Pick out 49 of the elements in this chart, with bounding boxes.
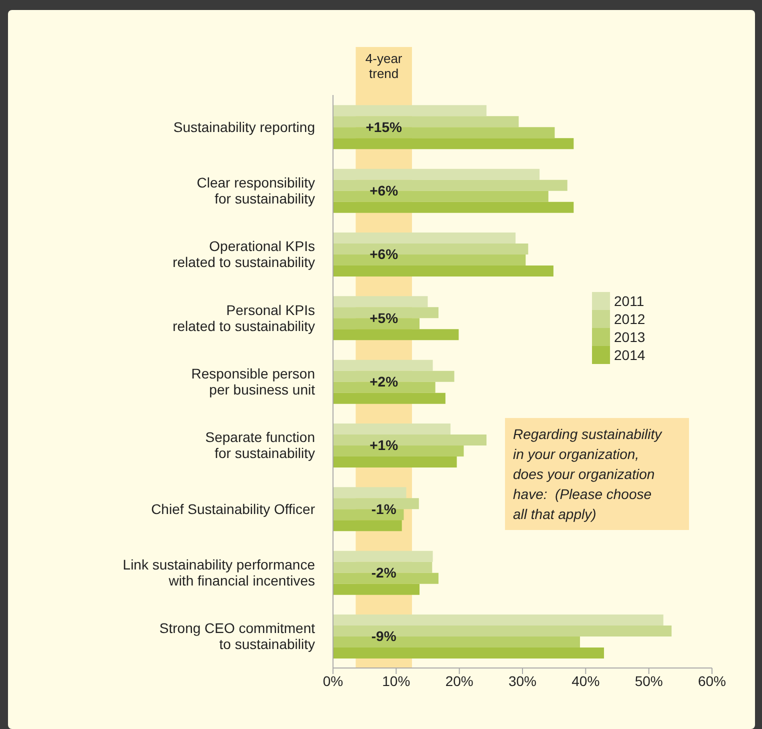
- bar: [333, 168, 540, 180]
- x-tick-label: 40%: [572, 672, 600, 689]
- legend-label: 2014: [614, 347, 646, 363]
- annotation: +6%: [370, 182, 399, 198]
- x-tick-label: 20%: [445, 672, 474, 689]
- annotation: -1%: [371, 500, 397, 517]
- bar: [333, 360, 433, 371]
- bar: [333, 487, 406, 498]
- band-label: 4-year trend: [365, 51, 403, 81]
- y-tick-label: Separate function for sustainability: [205, 429, 315, 462]
- y-tick-label: Chief Sustainability Officer: [151, 500, 316, 517]
- legend-label: 2011: [614, 293, 644, 309]
- legend-label: 2013: [614, 329, 646, 345]
- annotation: +15%: [366, 118, 402, 135]
- annotation: +1%: [370, 437, 399, 454]
- annotation: +2%: [370, 374, 399, 390]
- annotation: +5%: [370, 310, 399, 326]
- bar: [333, 296, 428, 308]
- bar: [333, 105, 486, 116]
- bar: [333, 232, 516, 244]
- bar: [333, 520, 402, 532]
- bar: [333, 138, 574, 150]
- y-tick-label: Personal KPIs related to sustainability: [172, 302, 315, 334]
- bar: [333, 456, 457, 468]
- x-tick-label: 30%: [508, 672, 537, 689]
- bar: [333, 202, 574, 213]
- y-tick-label: Strong CEO commitment to sustainability: [159, 620, 316, 652]
- legend-label: 2012: [614, 311, 646, 327]
- annotation: Regarding sustainability in your organization, does your organization have: (Please choose all that apply): [505, 418, 689, 530]
- x-tick-label: 0%: [322, 672, 344, 689]
- x-tick-label: 50%: [634, 672, 663, 689]
- y-tick-label: Sustainability reporting: [173, 118, 315, 135]
- bar: [333, 550, 433, 562]
- y-tick-label: Link sustainability performance with financial incentives: [122, 556, 316, 588]
- y-tick-label: Operational KPIs related to sustainability: [172, 238, 315, 270]
- x-tick-label: 10%: [382, 672, 410, 689]
- bar: [333, 329, 459, 340]
- annotation: +6%: [370, 246, 399, 262]
- bar: [333, 266, 554, 277]
- bar: [333, 424, 450, 435]
- bar: [333, 648, 604, 659]
- bar: [333, 392, 446, 404]
- y-tick-label: Responsible person per business unit: [191, 366, 316, 398]
- annotation: -9%: [371, 628, 397, 644]
- bar: [333, 584, 420, 595]
- y-tick-label: Clear responsibility for sustainability: [196, 174, 315, 206]
- x-tick-label: 60%: [698, 672, 726, 689]
- bar: [333, 614, 664, 626]
- annotation: -2%: [371, 564, 397, 580]
